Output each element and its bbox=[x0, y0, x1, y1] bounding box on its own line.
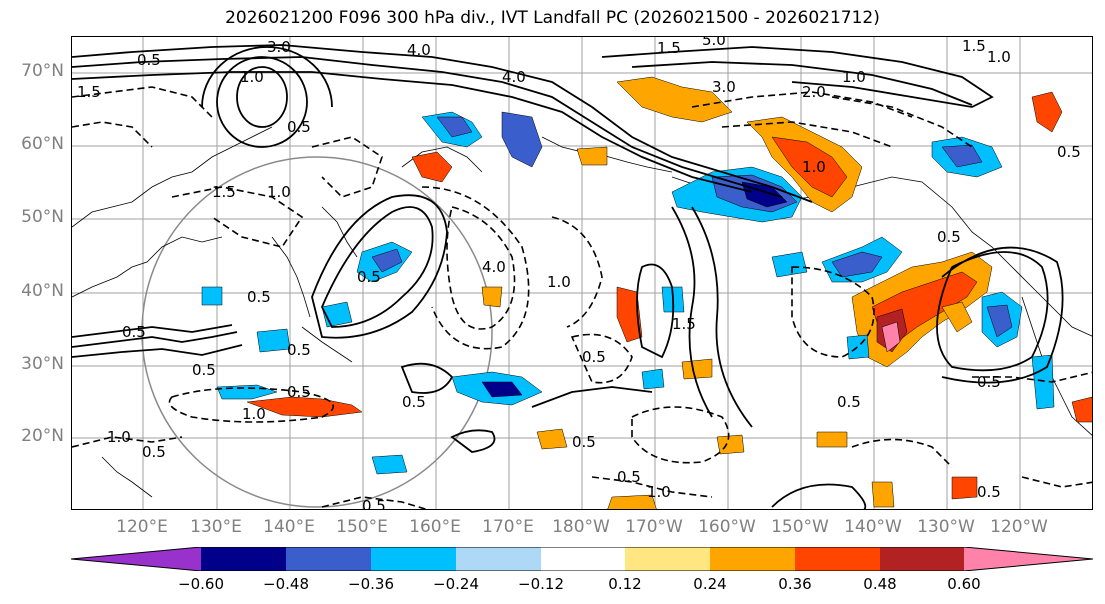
colorbar-tick: 0.36 bbox=[778, 575, 812, 593]
contour-label: 0.5 bbox=[287, 118, 311, 136]
lat-label-20n: 20°N bbox=[21, 426, 64, 446]
dashed-contours bbox=[72, 86, 1092, 509]
contour-label: 1.5 bbox=[212, 183, 236, 201]
contour-label: 3.0 bbox=[267, 38, 291, 56]
contour-label: 0.5 bbox=[977, 373, 1001, 391]
lon-label-140e: 140°E bbox=[263, 517, 315, 537]
solid-contours bbox=[72, 44, 1064, 509]
lon-label-180w: 180°W bbox=[552, 517, 610, 537]
colorbar-segment bbox=[795, 547, 880, 571]
colorbar-tick: −0.12 bbox=[518, 575, 564, 593]
contour-label: 1.5 bbox=[77, 83, 101, 101]
colorbar-tick: 0.60 bbox=[947, 575, 981, 593]
contour-label: 0.5 bbox=[977, 483, 1001, 501]
contour-label: 1.0 bbox=[107, 428, 131, 446]
lat-label-30n: 30°N bbox=[21, 354, 64, 374]
contour-label: 0.5 bbox=[142, 443, 166, 461]
contour-label: 0.5 bbox=[362, 497, 386, 510]
contour-label: 3.0 bbox=[712, 78, 736, 96]
lat-label-50n: 50°N bbox=[21, 207, 64, 227]
contour-label: 0.5 bbox=[402, 393, 426, 411]
figure-title: 2026021200 F096 300 hPa div., IVT Landfa… bbox=[225, 8, 880, 28]
colorbar-segment bbox=[625, 547, 710, 571]
map-svg: 3.0 4.0 1.5 5.0 1.5 1.0 3.0 2.0 1.0 4.0 … bbox=[72, 37, 1092, 510]
contour-label: 0.5 bbox=[137, 51, 161, 69]
colorbar-tick: −0.60 bbox=[178, 575, 224, 593]
contour-label: 1.0 bbox=[647, 483, 671, 501]
lat-label-60n: 60°N bbox=[21, 134, 64, 154]
contour-label: 5.0 bbox=[702, 37, 726, 49]
contour-label: 0.5 bbox=[617, 468, 641, 486]
contour-label: 1.5 bbox=[962, 37, 986, 55]
colorbar-segment bbox=[880, 547, 964, 571]
colorbar-extend-min bbox=[71, 547, 201, 571]
contour-label: 1.0 bbox=[242, 405, 266, 423]
lon-label-150e: 150°E bbox=[336, 517, 388, 537]
contour-label: 0.5 bbox=[582, 348, 606, 366]
lon-label-140w: 140°W bbox=[844, 517, 902, 537]
lon-label-130w: 130°W bbox=[917, 517, 975, 537]
colorbar-tick: 0.48 bbox=[863, 575, 897, 593]
contour-label: 0.5 bbox=[937, 228, 961, 246]
lat-label-70n: 70°N bbox=[21, 61, 64, 81]
contour-label: 0.5 bbox=[122, 323, 146, 341]
contour-label: 0.5 bbox=[837, 393, 861, 411]
colorbar-tick: −0.36 bbox=[348, 575, 394, 593]
lon-label-170w: 170°W bbox=[625, 517, 683, 537]
colorbar-tick: 0.12 bbox=[608, 575, 642, 593]
contour-label: 4.0 bbox=[407, 41, 431, 59]
contour-label: 1.0 bbox=[240, 68, 264, 86]
contour-label: 4.0 bbox=[502, 68, 526, 86]
lon-label-130e: 130°E bbox=[190, 517, 242, 537]
map-panel: 3.0 4.0 1.5 5.0 1.5 1.0 3.0 2.0 1.0 4.0 … bbox=[71, 36, 1093, 510]
contour-label: 1.0 bbox=[802, 158, 826, 176]
lat-label-40n: 40°N bbox=[21, 281, 64, 301]
lon-label-160e: 160°E bbox=[409, 517, 461, 537]
contour-label: 0.5 bbox=[192, 361, 216, 379]
contour-label: 0.5 bbox=[1057, 143, 1081, 161]
contour-label: 0.5 bbox=[287, 383, 311, 401]
contour-label: 0.5 bbox=[572, 433, 596, 451]
colorbar-segment bbox=[371, 547, 456, 571]
lon-label-120w: 120°W bbox=[990, 517, 1048, 537]
contour-labels: 3.0 4.0 1.5 5.0 1.5 1.0 3.0 2.0 1.0 4.0 … bbox=[77, 37, 1081, 510]
colorbar-segment bbox=[201, 547, 286, 571]
lon-label-120e: 120°E bbox=[116, 517, 168, 537]
contour-label: 2.0 bbox=[802, 83, 826, 101]
contour-label: 1.0 bbox=[987, 48, 1011, 66]
colorbar-tick: 0.24 bbox=[693, 575, 727, 593]
colorbar-segment bbox=[541, 547, 625, 571]
landfall-circle bbox=[141, 156, 493, 508]
contour-label: 0.5 bbox=[357, 268, 381, 286]
contour-label: 0.5 bbox=[287, 341, 311, 359]
colorbar-tick: −0.24 bbox=[433, 575, 479, 593]
lon-label-160w: 160°W bbox=[698, 517, 756, 537]
colorbar bbox=[71, 547, 1093, 571]
contour-label: 0.5 bbox=[247, 288, 271, 306]
colorbar-segment bbox=[710, 547, 795, 571]
contour-label: 1.0 bbox=[547, 273, 571, 291]
lon-label-150w: 150°W bbox=[771, 517, 829, 537]
colorbar-extend-max bbox=[964, 547, 1093, 571]
lon-label-170e: 170°E bbox=[482, 517, 534, 537]
contour-label: 1.5 bbox=[672, 315, 696, 333]
contour-label: 1.5 bbox=[657, 39, 681, 57]
contour-label: 1.0 bbox=[842, 68, 866, 86]
colorbar-tick: −0.48 bbox=[263, 575, 309, 593]
contour-label: 4.0 bbox=[482, 258, 506, 276]
colorbar-segment bbox=[286, 547, 371, 571]
colorbar-segment bbox=[456, 547, 541, 571]
contour-label: 1.0 bbox=[267, 183, 291, 201]
